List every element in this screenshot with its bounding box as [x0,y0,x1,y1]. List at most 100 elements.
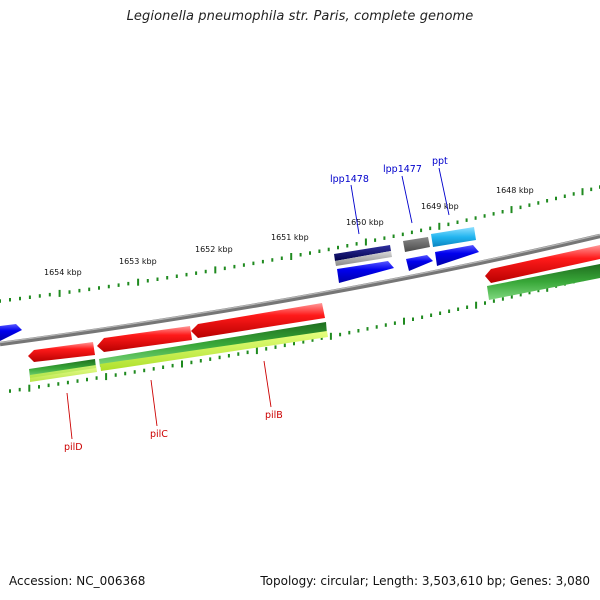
outer-minor-tick [346,244,349,248]
inner-minor-tick [152,367,155,371]
outer-minor-tick [107,284,110,289]
outer-minor-tick [392,234,395,238]
inner-minor-tick [218,355,221,360]
outer-minor-tick [98,286,100,290]
outer-minor-tick [519,205,522,210]
inner-minor-tick [76,379,79,383]
outer-minor-tick [223,266,226,271]
outer-major-tick [364,238,367,246]
inner-major-tick [403,317,405,325]
inner-minor-tick [412,317,414,321]
feature-red-pilC[interactable] [97,326,192,352]
outer-minor-tick [563,194,566,198]
inner-minor-tick [528,290,531,295]
outer-minor-tick [528,203,531,207]
outer-minor-tick [185,272,188,277]
kbp-label-1653: 1653 kbp [119,257,157,266]
leader-pilD [66,392,73,440]
outer-minor-tick [483,214,486,218]
outer-minor-tick [401,232,404,237]
inner-minor-tick [537,288,540,293]
feature-red-pilB[interactable] [191,303,325,338]
inner-minor-tick [199,359,202,363]
inner-minor-tick [311,338,314,342]
outer-major-tick [438,222,441,230]
outer-minor-tick [318,249,321,253]
inner-minor-tick [95,376,98,380]
inner-minor-tick [47,383,50,388]
feature-blue-left[interactable] [0,324,22,341]
outer-minor-tick [271,258,274,262]
forward-features [0,227,479,341]
inner-minor-tick [293,341,295,346]
feature-lime-pilD[interactable] [30,365,97,382]
outer-minor-tick [546,199,549,203]
feature-lime-pilC-pilB[interactable] [100,331,328,371]
inner-minor-tick [133,370,136,374]
inner-minor-tick [357,329,360,333]
inner-minor-tick [484,301,486,305]
outer-minor-tick [166,276,169,280]
gene-label-pilC: pilC [150,429,168,440]
inner-minor-tick [339,332,342,337]
kbp-label-1649: 1649 kbp [421,202,459,211]
inner-minor-tick [448,309,451,313]
outer-minor-tick [204,269,207,274]
inner-minor-tick [283,343,286,348]
feature-blue-lpp1477[interactable] [406,255,433,271]
outer-minor-tick [242,263,245,267]
outer-minor-tick [28,295,31,299]
outer-minor-tick [38,294,41,298]
outer-minor-tick [117,283,120,287]
feature-red-pilD[interactable] [28,342,95,362]
inner-minor-tick [66,380,69,385]
outer-minor-tick [383,236,386,240]
outer-minor-tick [68,290,71,294]
inner-minor-tick [209,357,212,361]
inner-major-tick [475,301,478,309]
gene-label-lpp1477: lpp1477 [383,164,422,175]
outer-minor-tick [429,226,432,231]
gene-label-lpp1478: lpp1478 [330,174,369,185]
kbp-label-1654: 1654 kbp [44,268,82,277]
inner-minor-tick [190,360,193,365]
feature-darkgrey-lpp1477[interactable] [403,237,430,252]
inner-minor-tick [86,377,88,382]
inner-major-tick [28,384,31,392]
feature-green-right[interactable] [487,264,600,300]
feature-green-pilC-pilB[interactable] [99,322,327,367]
leader-lpp1478 [350,184,360,235]
feature-blue-lpp1478[interactable] [337,261,394,283]
outer-minor-tick [0,299,1,303]
outer-minor-tick [410,230,413,235]
inner-minor-tick [384,323,387,327]
outer-minor-tick [195,271,198,275]
outer-minor-tick [299,253,302,257]
feature-blue-ppt[interactable] [435,245,479,266]
inner-minor-tick [38,385,40,389]
outer-minor-tick [590,187,593,192]
inner-minor-tick [393,321,396,325]
inner-minor-tick [466,305,469,309]
inner-minor-tick [421,315,424,319]
inner-minor-tick [501,297,504,301]
outer-minor-tick [88,287,91,292]
feature-navy-lpp1478[interactable] [334,245,391,261]
kbp-label-1651: 1651 kbp [271,233,309,242]
feature-grey-lpp1478[interactable] [335,251,392,266]
inner-minor-tick [320,336,323,340]
inner-minor-tick [519,292,522,297]
outer-minor-tick [19,296,21,301]
outer-minor-tick [572,192,575,196]
outer-minor-tick [309,251,311,255]
outer-minor-tick [146,279,149,283]
outer-minor-tick [555,196,557,201]
inner-major-tick [181,360,183,368]
outer-minor-tick [252,261,255,266]
inner-minor-tick [124,371,127,376]
feature-red-right[interactable] [485,245,600,283]
outer-minor-tick [355,242,358,246]
feature-cyan-ppt[interactable] [431,227,476,247]
outer-minor-tick [280,256,283,260]
